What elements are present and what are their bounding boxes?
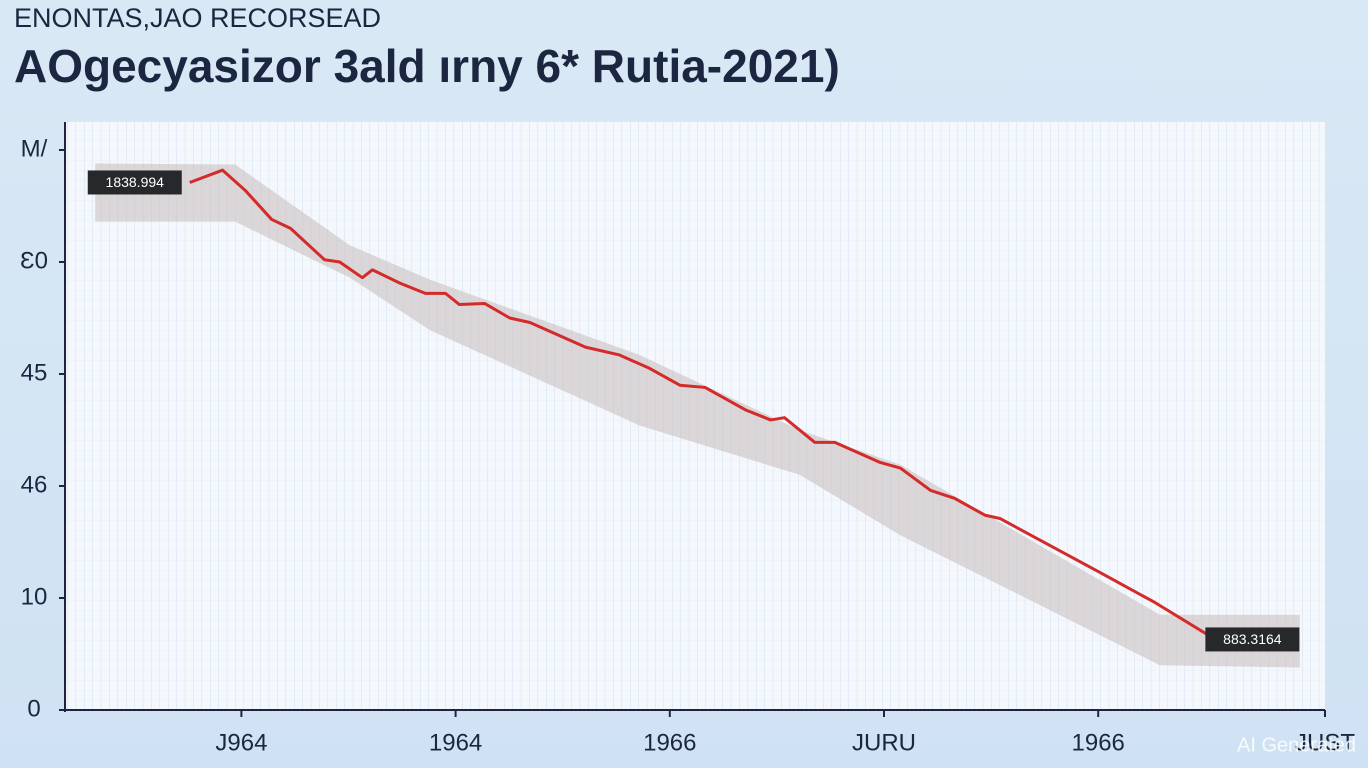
y-tick-label: M/ — [21, 135, 48, 162]
y-tick-label: 45 — [21, 359, 48, 386]
annotation-text: 1838.994 — [106, 174, 165, 190]
y-tick-label: 0 — [27, 695, 40, 722]
annotation-box — [87, 170, 182, 195]
annotation-text: 883.3164 — [1223, 631, 1282, 647]
y-tick-label: 10 — [21, 583, 48, 610]
y-tick-label: Ɛ0 — [20, 247, 48, 274]
annotation: 1838.994 — [87, 170, 182, 195]
x-tick-label: 1966 — [1072, 729, 1125, 756]
x-tick-label: JURU — [852, 729, 916, 756]
annotation-box — [1205, 627, 1300, 652]
x-tick-label: JUST — [1295, 729, 1355, 756]
chart-title: AOgecyasizor 3ald ırny 6* Rutia-2021) — [14, 40, 840, 92]
band — [95, 163, 1300, 668]
x-tick-label: 1966 — [643, 729, 696, 756]
x-tick-label: 1964 — [429, 729, 482, 756]
line — [189, 168, 1217, 641]
kicker: ENONTAS,JAO RECORSEAD — [14, 3, 381, 33]
annotation: 883.3164 — [1205, 627, 1300, 652]
y-tick-label: 46 — [21, 471, 48, 498]
watermark: AI Generated — [1237, 734, 1356, 756]
x-tick-label: J964 — [215, 729, 267, 756]
